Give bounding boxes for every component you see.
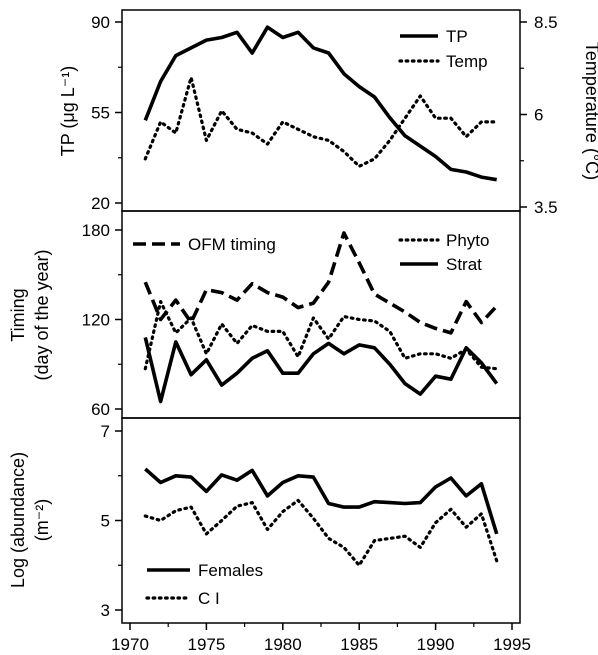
y2-tick-label: 8.5 [534, 13, 558, 32]
top-left-axis-title: TP (μg L⁻¹) [58, 66, 78, 157]
series-strat-line [143, 336, 499, 404]
x-tick-label: 1985 [340, 635, 378, 654]
y-tick-label: 120 [82, 311, 110, 330]
series-temp-line [143, 75, 499, 168]
legend-temp-label: Temp [446, 52, 488, 71]
y-tick-label: 5 [101, 512, 110, 531]
middle-axis-title-line2: (day of the year) [32, 249, 52, 380]
y2-tick-label: 6 [534, 106, 543, 125]
y-tick-label: 90 [91, 13, 110, 32]
legend-females-label: Females [198, 561, 263, 580]
series-phyto-line [143, 300, 499, 371]
legend-phyto-label: Phyto [446, 231, 489, 250]
top-right-axis-title: Temperature (°C) [582, 42, 598, 180]
x-tick-label: 1980 [264, 635, 302, 654]
series-c-i-line [143, 498, 499, 567]
series-females-line [144, 467, 499, 535]
legend-c-i-label: C I [198, 589, 220, 608]
y-tick-label: 7 [101, 422, 110, 441]
y-tick-label: 55 [91, 104, 110, 123]
x-tick-label: 1990 [417, 635, 455, 654]
y2-tick-label: 3.5 [534, 198, 558, 217]
y-tick-label: 180 [82, 221, 110, 240]
series-tp-line [143, 25, 498, 182]
bottom-axis-title-line2: (m⁻²) [32, 499, 52, 541]
y-tick-label: 60 [91, 400, 110, 419]
x-tick-label: 1975 [187, 635, 225, 654]
tick-labels: 90 55 20 180 120 60 7 5 3 8.5 6 3.5 1970 1975 1980 1985… [82, 13, 558, 654]
legend-tp-label: TP [446, 27, 468, 46]
series-ofm-timing-line [143, 231, 499, 335]
y-tick-label: 20 [91, 194, 110, 213]
bottom-axis-title-line1: Log (abundance) [8, 452, 28, 588]
middle-axis-title-line1: Timing [8, 288, 28, 341]
bottom-panel-frame [121, 417, 521, 624]
legend-strat-label: Strat [446, 255, 482, 274]
y-tick-label: 3 [101, 601, 110, 620]
legends: TP Temp OFM timing Phyto Strat Females C I [133, 27, 489, 608]
tick-marks [115, 21, 527, 630]
legend-ofm-timing-label: OFM timing [188, 235, 276, 254]
series-lines [143, 25, 499, 567]
x-tick-label: 1970 [111, 635, 149, 654]
x-tick-label: 1995 [493, 635, 531, 654]
